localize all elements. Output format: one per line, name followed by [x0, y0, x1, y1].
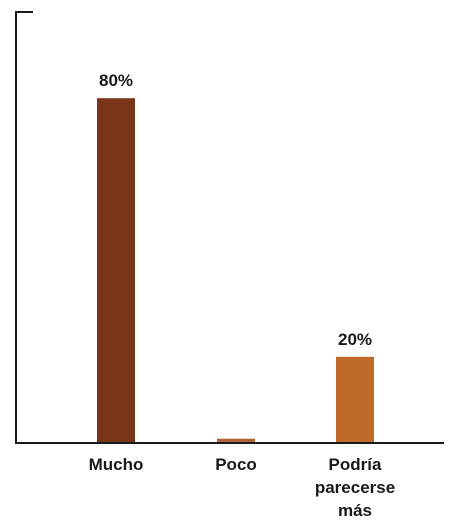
x-tick-label-podria-parecerse-mas: Podría parecerse más — [315, 455, 395, 520]
axes — [15, 11, 444, 444]
data-labels: 80% 20% — [99, 71, 372, 349]
bar-podria-parecerse-mas — [336, 356, 374, 443]
x-tick-label-line: Poco — [215, 455, 257, 474]
bar-mucho — [97, 98, 135, 443]
x-tick-label-line: parecerse — [315, 478, 395, 497]
x-tick-label-line: más — [338, 501, 372, 520]
data-label-podria-parecerse-mas: 20% — [338, 330, 372, 349]
x-tick-label-line: Mucho — [89, 455, 144, 474]
x-tick-labels: Mucho Poco Podría parecerse más — [89, 455, 396, 520]
x-tick-label-poco: Poco — [215, 455, 257, 474]
data-label-mucho: 80% — [99, 71, 133, 90]
x-tick-label-mucho: Mucho — [89, 455, 144, 474]
x-tick-label-line: Podría — [329, 455, 382, 474]
bar-poco — [217, 438, 255, 443]
bars — [97, 98, 374, 443]
